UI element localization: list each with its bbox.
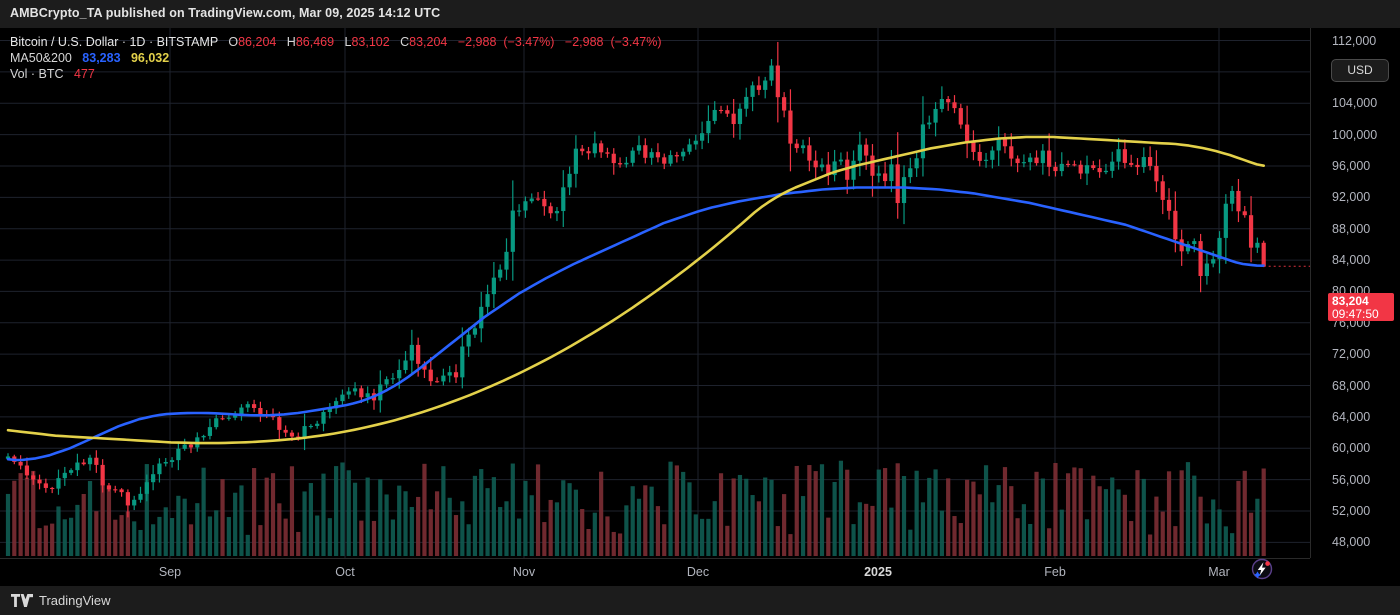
legend-volume-value: 477 bbox=[73, 67, 95, 81]
time-tick-label: Feb bbox=[1044, 565, 1066, 579]
price-tick-label: 64,000 bbox=[1332, 409, 1371, 424]
price-tick-label: 60,000 bbox=[1332, 441, 1371, 456]
price-tick-label: 100,000 bbox=[1332, 127, 1378, 142]
legend-close-key: C bbox=[400, 35, 410, 49]
time-tick-label: 2025 bbox=[864, 565, 892, 579]
current-price-time: 09:47:50 bbox=[1332, 307, 1379, 321]
legend-change-pct: (−3.47%) bbox=[503, 35, 555, 49]
legend-high-key: H bbox=[286, 35, 296, 49]
legend-change-pct-2: (−3.47%) bbox=[610, 35, 662, 49]
chart-area[interactable]: Bitcoin / U.S. Dollar · 1D · BITSTAMP O8… bbox=[0, 28, 1400, 587]
legend-ma50-value: 83,283 bbox=[82, 51, 121, 65]
publisher-bar: AMBCrypto_TA published on TradingView.co… bbox=[0, 0, 1400, 28]
ma-line-ma50 bbox=[6, 186, 1265, 462]
legend-sep-1: · bbox=[118, 35, 130, 49]
legend-sep-2: · bbox=[145, 35, 157, 49]
price-tick-label: 92,000 bbox=[1332, 190, 1371, 205]
time-tick-label: Nov bbox=[512, 565, 536, 579]
legend-symbol[interactable]: Bitcoin / U.S. Dollar bbox=[10, 35, 119, 49]
legend-ma-row[interactable]: MA50&200 83,283 96,032 bbox=[10, 50, 662, 66]
time-tick-label: Dec bbox=[686, 565, 710, 579]
lightning-bolt-icon[interactable] bbox=[1248, 555, 1276, 583]
legend-low-value: 83,102 bbox=[351, 35, 390, 49]
legend-volume-row[interactable]: Vol · BTC 477 bbox=[10, 66, 662, 82]
price-tick-label: 72,000 bbox=[1332, 347, 1371, 362]
legend-change-abs: −2,988 bbox=[457, 35, 497, 49]
price-tick-label: 68,000 bbox=[1332, 378, 1371, 393]
publisher-text: AMBCrypto_TA published on TradingView.co… bbox=[10, 6, 441, 20]
price-tick-label: 52,000 bbox=[1332, 503, 1371, 518]
price-scale-divider bbox=[1310, 28, 1311, 558]
current-price-value: 83,204 bbox=[1332, 294, 1369, 308]
time-tick-label: Sep bbox=[158, 565, 182, 579]
legend-symbol-row[interactable]: Bitcoin / U.S. Dollar · 1D · BITSTAMP O8… bbox=[10, 34, 662, 50]
legend-low-key: L bbox=[344, 35, 352, 49]
legend-ma-label[interactable]: MA50&200 bbox=[10, 51, 72, 65]
volume-bars bbox=[5, 460, 1266, 556]
price-tick-label: 96,000 bbox=[1332, 158, 1371, 173]
chart-legend: Bitcoin / U.S. Dollar · 1D · BITSTAMP O8… bbox=[10, 34, 662, 82]
legend-exchange[interactable]: BITSTAMP bbox=[156, 35, 218, 49]
price-tick-label: 56,000 bbox=[1332, 472, 1371, 487]
time-scale[interactable]: Sep Oct Nov Dec 2025 Feb Mar bbox=[0, 558, 1310, 587]
legend-open-key: O bbox=[228, 35, 239, 49]
price-tick-label: 48,000 bbox=[1332, 535, 1371, 550]
candlestick-series bbox=[5, 41, 1266, 518]
chart-canvas bbox=[0, 28, 1310, 558]
legend-volume-label[interactable]: Vol · BTC bbox=[10, 67, 64, 81]
current-price-badge: 83,204 09:47:50 bbox=[1328, 293, 1394, 321]
price-tick-label: 112,000 bbox=[1332, 33, 1377, 48]
time-tick-label: Mar bbox=[1208, 565, 1230, 579]
tradingview-brand-text: TradingView bbox=[39, 593, 111, 608]
footer-bar: TradingView bbox=[0, 586, 1400, 615]
legend-ma200-value: 96,032 bbox=[130, 51, 170, 65]
legend-change-abs-2: −2,988 bbox=[564, 35, 604, 49]
legend-open-value: 86,204 bbox=[238, 35, 277, 49]
tradingview-mark-icon bbox=[11, 594, 33, 607]
price-tick-label: 88,000 bbox=[1332, 221, 1371, 236]
tradingview-logo: TradingView bbox=[11, 593, 111, 608]
legend-interval[interactable]: 1D bbox=[129, 35, 146, 49]
currency-button-usd[interactable]: USD bbox=[1331, 59, 1389, 82]
legend-high-value: 86,469 bbox=[295, 35, 335, 49]
price-tick-label: 84,000 bbox=[1332, 253, 1371, 268]
ma-line-ma200 bbox=[6, 135, 1265, 445]
legend-close-value: 83,204 bbox=[409, 35, 448, 49]
time-tick-label: Oct bbox=[335, 565, 355, 579]
price-tick-label: 104,000 bbox=[1332, 96, 1378, 111]
